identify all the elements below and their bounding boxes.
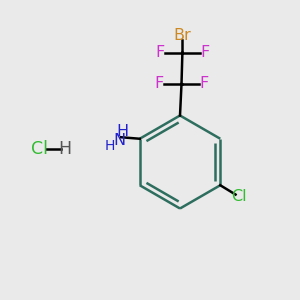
- Text: Cl: Cl: [232, 189, 247, 204]
- Text: H: H: [58, 140, 71, 158]
- Text: H: H: [105, 139, 115, 153]
- Text: N: N: [114, 133, 126, 148]
- Text: H: H: [116, 124, 128, 139]
- Text: Br: Br: [173, 28, 191, 44]
- Text: F: F: [200, 76, 209, 92]
- Text: F: F: [201, 45, 210, 60]
- Text: Cl: Cl: [31, 140, 47, 158]
- Text: F: F: [154, 76, 163, 92]
- Text: F: F: [155, 45, 164, 60]
